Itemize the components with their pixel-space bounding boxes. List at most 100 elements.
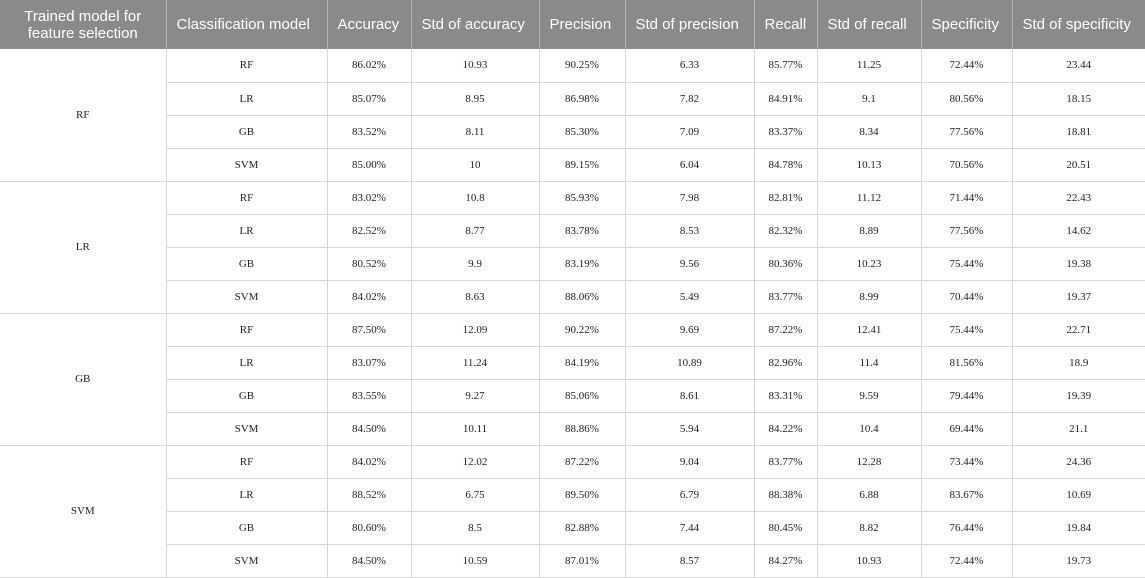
metric-cell: 90.22%: [538, 312, 626, 347]
metric-cell: 6.79: [624, 477, 755, 512]
metric-cell: 9.27: [410, 378, 540, 413]
metric-cell: 9.9: [410, 246, 540, 281]
header-classification-model: Classification model: [166, 0, 328, 49]
metric-cell: 8.53: [624, 213, 755, 248]
metric-cell: 69.44%: [920, 411, 1013, 446]
classification-model-cell: SVM: [166, 147, 328, 182]
metric-cell: 83.78%: [538, 213, 626, 248]
metric-cell: 11.25: [816, 49, 922, 83]
metric-cell: 6.75: [410, 477, 540, 512]
classification-model-cell: RF: [165, 49, 328, 83]
metric-cell: 76.44%: [920, 510, 1013, 545]
metric-cell: 10.93: [816, 543, 922, 578]
metric-cell: 7.98: [624, 180, 755, 215]
metric-cell: 88.06%: [538, 279, 626, 314]
metric-cell: 85.30%: [538, 114, 626, 149]
metric-cell: 9.59: [816, 378, 922, 413]
metric-cell: 9.56: [624, 246, 755, 281]
metric-cell: 84.50%: [326, 543, 412, 578]
metric-cell: 22.43: [1011, 180, 1145, 215]
metric-cell: 87.22%: [753, 312, 818, 347]
metric-cell: 10: [410, 147, 540, 182]
metric-cell: 8.57: [624, 543, 755, 578]
metric-cell: 19.73: [1011, 543, 1145, 578]
metric-cell: 10.93: [410, 49, 540, 83]
metric-cell: 83.37%: [753, 114, 818, 149]
metric-cell: 88.52%: [326, 477, 412, 512]
metric-cell: 8.95: [410, 81, 540, 116]
metric-cell: 12.28: [816, 444, 922, 479]
metric-cell: 14.62: [1011, 213, 1145, 248]
table-row: SVM 85.00% 10 89.15% 6.04 84.78% 10.13 70.56% 20…: [0, 147, 1145, 182]
metric-cell: 7.82: [624, 81, 755, 116]
metric-cell: 85.00%: [326, 147, 412, 182]
header-std-precision: Std of precision: [625, 0, 755, 49]
metric-cell: 84.91%: [753, 81, 818, 116]
classification-model-cell: GB: [166, 114, 328, 149]
metric-cell: 12.02: [410, 444, 540, 479]
metric-cell: 6.04: [624, 147, 755, 182]
classification-model-cell: LR: [166, 345, 328, 380]
metric-cell: 75.44%: [920, 312, 1013, 347]
table-row: LR 83.07% 11.24 84.19% 10.89 82.96% 11.4 81.56%…: [0, 345, 1145, 380]
metric-cell: 10.13: [816, 147, 922, 182]
classification-model-cell: RF: [165, 444, 328, 479]
table-row: SVM 84.02% 8.63 88.06% 5.49 83.77% 8.99 70.44% 1…: [0, 279, 1145, 314]
table-row: GB RF 87.50% 12.09 90.22% 9.69 87.22% 12.41 75.4…: [0, 312, 1145, 446]
metric-cell: 5.94: [624, 411, 755, 446]
metric-cell: 89.15%: [538, 147, 626, 182]
metric-cell: 8.82: [816, 510, 922, 545]
metric-cell: 5.49: [624, 279, 755, 314]
table-row: GB 83.52% 8.11 85.30% 7.09 83.37% 8.34 77.56% 18…: [0, 114, 1145, 149]
header-specificity: Specificity: [921, 0, 1013, 49]
metric-cell: 81.56%: [920, 345, 1013, 380]
table-row: GB 80.60% 8.5 82.88% 7.44 80.45% 8.82 76.44% 19.…: [0, 510, 1145, 545]
metric-cell: 19.37: [1011, 279, 1145, 314]
metric-cell: 7.09: [624, 114, 755, 149]
metric-cell: 11.24: [410, 345, 540, 380]
table-row: RF RF 86.02% 10.93 90.25% 6.33 85.77% 11.25 72.4…: [0, 49, 1145, 182]
header-feature-selection-model: Trained model for feature selection: [0, 0, 167, 49]
metric-cell: 72.44%: [920, 49, 1013, 83]
table-row: GB 83.55% 9.27 85.06% 8.61 83.31% 9.59 79.44% 19…: [0, 378, 1145, 413]
metric-cell: 85.77%: [753, 49, 818, 83]
metric-cell: 8.34: [816, 114, 922, 149]
header-std-accuracy: Std of accuracy: [411, 0, 540, 49]
header-std-specificity: Std of specificity: [1012, 0, 1145, 49]
metric-cell: 8.89: [816, 213, 922, 248]
metric-cell: 82.32%: [753, 213, 818, 248]
metric-cell: 6.33: [624, 49, 755, 83]
metric-cell: 23.44: [1011, 49, 1145, 83]
classification-model-cell: LR: [166, 213, 328, 248]
metric-cell: 70.44%: [920, 279, 1013, 314]
metric-cell: 19.38: [1011, 246, 1145, 281]
metric-cell: 82.96%: [753, 345, 818, 380]
metric-cell: 80.60%: [326, 510, 412, 545]
metric-cell: 9.69: [624, 312, 755, 347]
metric-cell: 88.38%: [753, 477, 818, 512]
metric-cell: 85.06%: [538, 378, 626, 413]
metric-cell: 85.07%: [326, 81, 412, 116]
metric-cell: 83.52%: [326, 114, 412, 149]
metric-cell: 83.02%: [326, 180, 412, 215]
metric-cell: 12.09: [410, 312, 540, 347]
metric-cell: 87.22%: [538, 444, 626, 479]
table-row: SVM RF 84.02% 12.02 87.22% 9.04 83.77% 12.28 73.…: [0, 444, 1145, 578]
metric-cell: 83.07%: [326, 345, 412, 380]
classification-model-cell: LR: [166, 81, 328, 116]
metric-cell: 80.56%: [920, 81, 1013, 116]
metric-cell: 10.11: [410, 411, 540, 446]
metric-cell: 84.27%: [753, 543, 818, 578]
metric-cell: 8.61: [624, 378, 755, 413]
header-std-recall: Std of recall: [817, 0, 922, 49]
metric-cell: 22.71: [1011, 312, 1145, 347]
metric-cell: 80.36%: [753, 246, 818, 281]
metric-cell: 88.86%: [538, 411, 626, 446]
metric-cell: 77.56%: [920, 213, 1013, 248]
metric-cell: 24.36: [1011, 444, 1145, 479]
metric-cell: 82.52%: [326, 213, 412, 248]
metric-cell: 20.51: [1011, 147, 1145, 182]
feature-selection-model-cell: SVM: [0, 444, 167, 578]
header-precision: Precision: [539, 0, 626, 49]
